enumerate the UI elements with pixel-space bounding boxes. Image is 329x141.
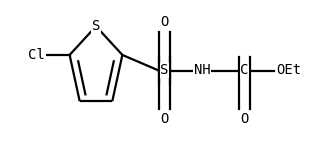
Text: C: C (240, 63, 249, 78)
Text: O: O (160, 15, 169, 29)
Text: S: S (92, 19, 100, 33)
Text: O: O (160, 112, 169, 126)
Text: OEt: OEt (276, 63, 301, 78)
Text: O: O (240, 112, 249, 126)
Text: Cl: Cl (28, 48, 45, 62)
Text: NH: NH (194, 63, 210, 78)
Text: S: S (160, 63, 169, 78)
